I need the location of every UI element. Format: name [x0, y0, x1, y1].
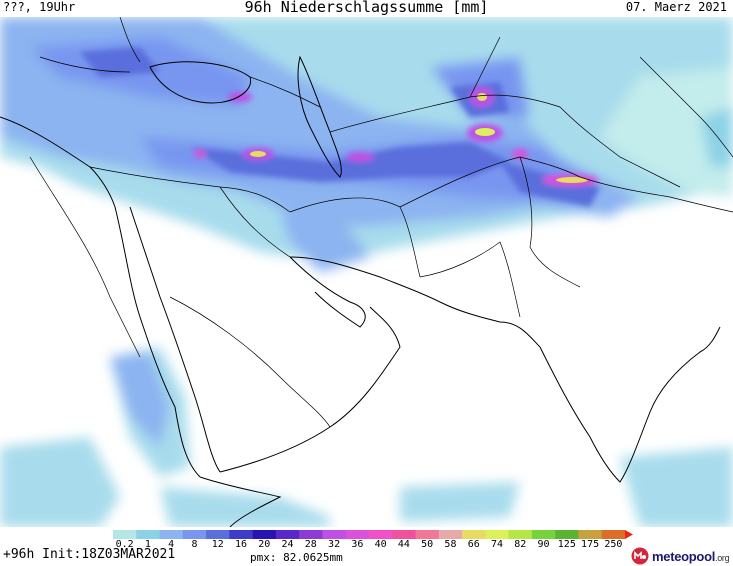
legend-swatch	[136, 530, 161, 539]
legend-swatch	[322, 530, 347, 539]
legend-tick-label: 40	[374, 539, 387, 550]
legend-swatch	[299, 530, 323, 539]
model-init-label: +96h Init:18Z03MAR2021	[3, 547, 176, 562]
legend-tick-label: 24	[281, 539, 294, 550]
legend-swatch	[182, 530, 207, 539]
legend-tick-label: 1	[144, 539, 151, 550]
legend-swatch	[275, 530, 300, 539]
legend-swatch	[252, 530, 277, 539]
legend-tick-label: 58	[444, 539, 457, 550]
max-precip-label: pmx: 82.0625mm	[250, 551, 343, 564]
legend-tick-label: 175	[581, 539, 600, 550]
legend-swatch	[601, 530, 626, 539]
legend-tick-label: 74	[490, 539, 504, 550]
legend-tick-label: 36	[351, 539, 364, 550]
legend-swatch	[159, 530, 184, 539]
legend-swatch	[229, 530, 254, 539]
legend-swatch	[345, 530, 370, 539]
legend-swatch	[508, 530, 533, 539]
precip-legend: 0.2 1 4 8 12 16 20 24 28 32 36 40 44 50 58 66 74 82 90 125 1…	[113, 530, 633, 550]
meteopool-logo-text: meteopool.org	[652, 548, 730, 564]
legend-tick-label: 50	[421, 539, 434, 550]
precipitation-map	[0, 17, 733, 527]
legend-tick-label: 0.2	[115, 539, 134, 550]
legend-tick-label: 8	[191, 539, 198, 550]
legend-tick-label: 16	[234, 539, 248, 550]
legend-tick-label: 250	[604, 539, 623, 550]
legend-tick-label: 125	[557, 539, 576, 550]
coastlines-borders	[0, 17, 733, 527]
legend-swatch	[113, 530, 137, 539]
legend-tick-label: 66	[467, 539, 480, 550]
legend-swatch	[206, 530, 230, 539]
map-title: 96h Niederschlagssumme [mm]	[244, 0, 489, 16]
legend-swatch	[392, 530, 417, 539]
legend-tick-label: 90	[537, 539, 550, 550]
legend-tick-label: 12	[211, 539, 224, 550]
legend-swatch	[578, 530, 603, 539]
legend-tick-label: 44	[397, 539, 410, 550]
meteopool-logo-icon	[631, 547, 649, 565]
legend-swatch	[531, 530, 556, 539]
precip-field	[0, 17, 733, 527]
legend-swatch	[438, 530, 463, 539]
legend-overflow-arrow	[625, 530, 633, 539]
legend-swatch	[369, 530, 393, 539]
legend-tick-label: 4	[168, 539, 175, 550]
legend-tick-label: 20	[258, 539, 271, 550]
meteopool-logo: meteopool.org	[631, 546, 730, 566]
forecast-time-label: ???, 19Uhr	[3, 0, 76, 14]
legend-swatch	[485, 530, 510, 539]
legend-swatch	[462, 530, 486, 539]
legend-tick-label: 32	[328, 539, 341, 550]
legend-tick-label: 82	[514, 539, 527, 550]
legend-color-bar	[113, 530, 633, 539]
forecast-date-label: 07. Maerz 2021	[625, 0, 727, 14]
legend-swatch	[555, 530, 579, 539]
legend-tick-label: 28	[304, 539, 317, 550]
legend-swatch	[415, 530, 440, 539]
